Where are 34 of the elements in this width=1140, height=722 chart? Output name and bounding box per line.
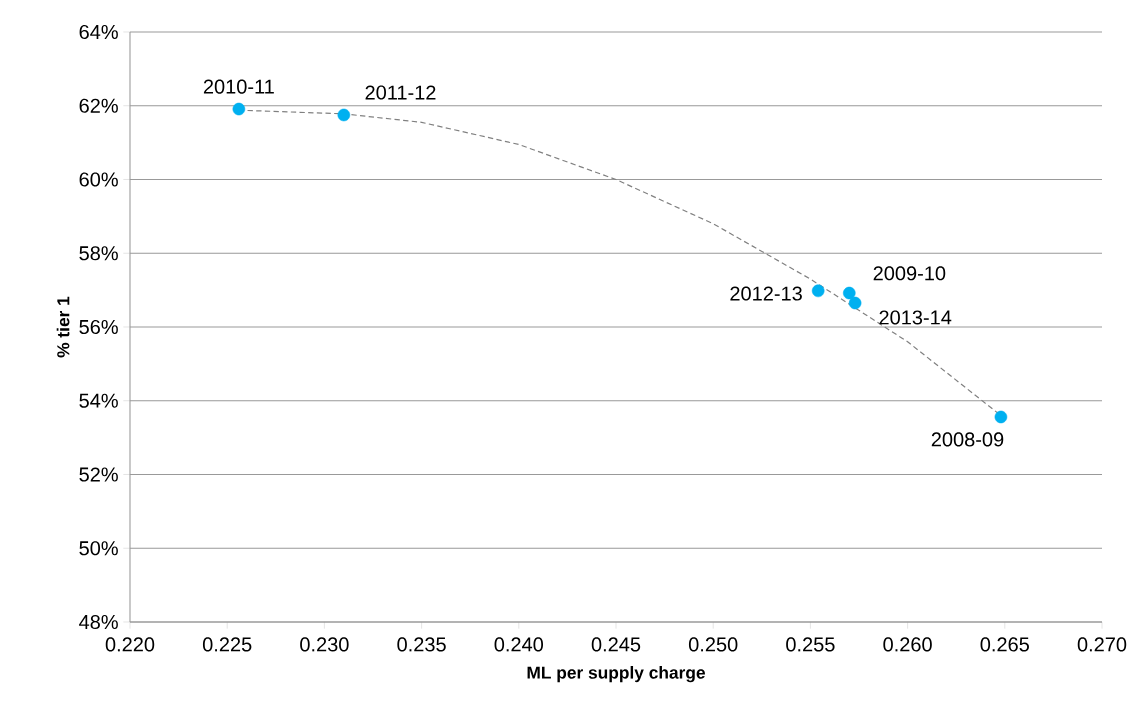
x-tick-label: 0.245 (591, 637, 641, 652)
x-tick-label: 0.220 (105, 637, 155, 652)
annotation: 2008-09 (931, 432, 1004, 447)
y-tick-label: 56% (79, 319, 118, 335)
x-tick-label: 0.255 (786, 637, 835, 652)
annotation: 2013-14 (879, 310, 952, 325)
x-tick-label: 0.265 (980, 637, 1029, 652)
point (848, 296, 862, 310)
x-tick-label: 0.260 (883, 637, 932, 652)
x-tick-label: 0.240 (494, 637, 544, 652)
y-tick-label: 48% (79, 614, 118, 630)
annotation: 2012-13 (730, 286, 802, 301)
point (811, 284, 825, 298)
point (337, 108, 351, 122)
y-tick-label: 58% (79, 246, 118, 261)
point (994, 410, 1008, 424)
annotation: 2010-11 (203, 79, 274, 94)
x-tick-label: 0.230 (300, 637, 349, 652)
x-tick-label: 0.225 (202, 637, 252, 652)
annotation: 2009-10 (873, 266, 946, 281)
y-tick-label: 50% (79, 541, 118, 556)
y-axis-title: % tier 1 (56, 296, 70, 358)
y-tick-label: 54% (79, 393, 118, 408)
y-tick-label: 52% (79, 467, 118, 482)
y-tick-label: 62% (79, 98, 118, 113)
point (232, 102, 246, 116)
x-tick-label: 0.270 (1077, 637, 1127, 652)
y-tick-label: 64% (79, 24, 118, 40)
x-tick-label: 0.235 (397, 637, 446, 652)
point (843, 286, 856, 300)
annotation: 2011-12 (365, 85, 436, 100)
x-tick-label: 0.250 (688, 637, 738, 652)
y-tick-label: 60% (79, 172, 118, 187)
x-axis-title: ML per supply charge (527, 666, 705, 683)
